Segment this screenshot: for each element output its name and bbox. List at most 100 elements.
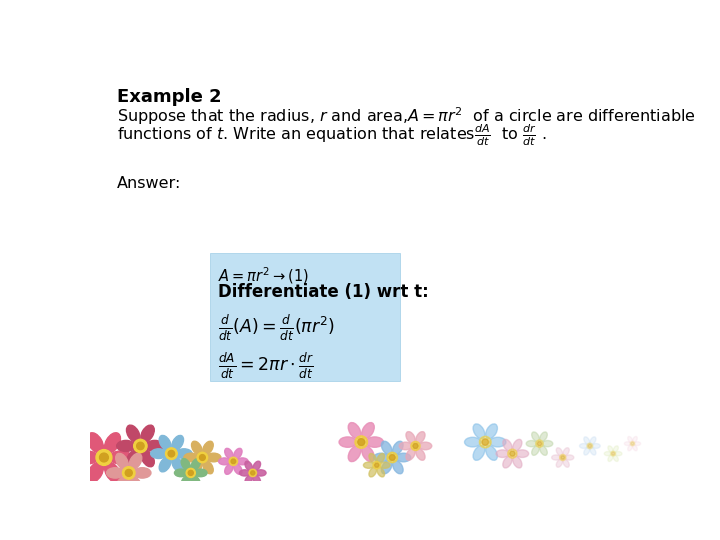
Ellipse shape [194,469,207,477]
Circle shape [537,442,541,446]
Ellipse shape [503,456,512,468]
Ellipse shape [107,468,124,478]
Ellipse shape [184,453,199,462]
Circle shape [630,441,635,446]
Text: Suppose that the radius, $r$ and area,$A=\pi r^2$  of a circle are differentiabl: Suppose that the radius, $r$ and area,$A… [117,105,696,126]
Ellipse shape [377,454,384,463]
Circle shape [587,443,593,449]
Ellipse shape [382,441,392,455]
Ellipse shape [526,441,536,447]
Ellipse shape [76,451,98,464]
Ellipse shape [584,437,590,444]
Ellipse shape [150,449,167,458]
Ellipse shape [531,432,539,441]
Ellipse shape [110,451,132,464]
Ellipse shape [406,449,415,460]
Circle shape [480,436,491,448]
Ellipse shape [348,423,361,438]
Ellipse shape [552,455,560,460]
Ellipse shape [563,448,570,456]
Ellipse shape [419,442,432,450]
Circle shape [413,443,418,449]
Circle shape [387,453,397,463]
Ellipse shape [129,477,142,492]
Ellipse shape [87,433,104,453]
Ellipse shape [159,435,171,450]
Circle shape [588,444,592,448]
Ellipse shape [613,446,618,452]
Ellipse shape [486,446,498,460]
Circle shape [199,455,205,461]
Circle shape [137,442,144,450]
Ellipse shape [496,450,509,457]
Ellipse shape [361,423,374,438]
Circle shape [411,441,420,450]
Ellipse shape [608,455,613,462]
Ellipse shape [141,450,154,467]
Circle shape [168,450,175,457]
Ellipse shape [584,448,590,455]
Circle shape [125,469,132,476]
Ellipse shape [256,470,266,476]
Ellipse shape [176,449,192,458]
Ellipse shape [181,458,190,470]
Ellipse shape [628,436,632,442]
Ellipse shape [628,445,632,451]
Ellipse shape [172,457,184,472]
Ellipse shape [464,437,481,447]
Ellipse shape [159,457,171,472]
Ellipse shape [490,437,506,447]
Ellipse shape [191,458,200,470]
Ellipse shape [237,458,248,465]
Ellipse shape [473,446,485,460]
Circle shape [559,454,566,461]
Ellipse shape [531,446,539,455]
Circle shape [99,453,109,462]
Ellipse shape [516,450,528,457]
Ellipse shape [361,446,374,462]
Ellipse shape [580,443,588,448]
Ellipse shape [234,448,242,459]
Circle shape [611,451,616,456]
Ellipse shape [473,424,485,438]
Circle shape [510,451,515,456]
Ellipse shape [557,448,562,456]
Circle shape [612,453,615,455]
Ellipse shape [181,476,190,487]
Circle shape [197,453,207,463]
Ellipse shape [392,441,403,455]
Circle shape [631,442,634,445]
Ellipse shape [87,462,104,482]
Ellipse shape [540,432,547,441]
Ellipse shape [379,462,390,468]
Text: Differentiate (1) wrt t:: Differentiate (1) wrt t: [218,283,428,301]
Ellipse shape [590,437,596,444]
Ellipse shape [172,435,184,450]
Ellipse shape [348,446,361,462]
Ellipse shape [608,446,613,452]
Ellipse shape [624,442,631,446]
Circle shape [96,450,112,465]
Text: Answer:: Answer: [117,177,181,192]
Circle shape [231,459,235,464]
Ellipse shape [565,455,574,460]
Ellipse shape [540,446,547,455]
Ellipse shape [240,470,250,476]
Ellipse shape [392,461,403,474]
Circle shape [374,463,379,467]
Ellipse shape [203,441,213,455]
Ellipse shape [141,425,154,442]
Text: Example 2: Example 2 [117,88,222,106]
Ellipse shape [234,464,242,474]
Circle shape [508,449,517,458]
Ellipse shape [127,450,140,467]
Ellipse shape [104,433,120,453]
Ellipse shape [104,462,120,482]
Ellipse shape [513,440,522,451]
Circle shape [536,440,544,447]
Ellipse shape [377,468,384,477]
Ellipse shape [133,468,151,478]
Ellipse shape [399,442,412,450]
Ellipse shape [253,461,261,471]
Ellipse shape [634,442,641,446]
